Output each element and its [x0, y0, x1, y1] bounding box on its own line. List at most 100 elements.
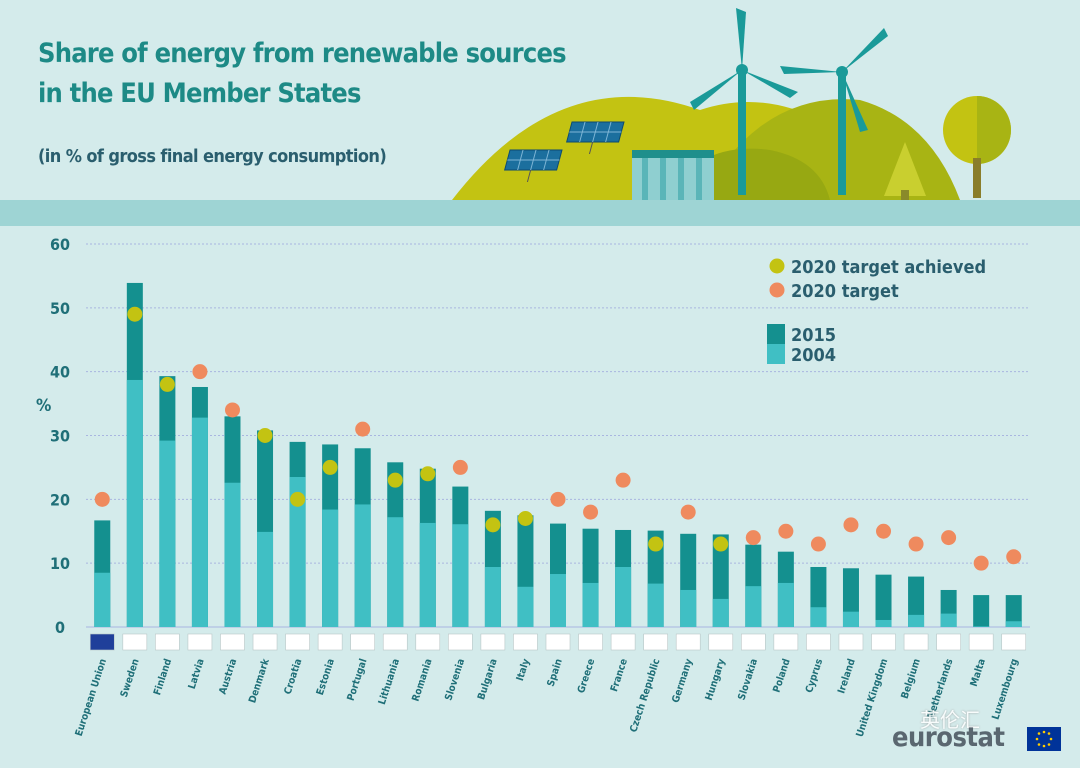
legend-swatch [769, 258, 785, 274]
target-dot [973, 555, 989, 571]
landscape-illustration [0, 8, 1080, 226]
x-tick-label: Bulgaria [476, 658, 500, 702]
flag-icon [773, 633, 799, 651]
target-dot [224, 402, 240, 418]
legend-label: 2020 target achieved [791, 257, 986, 278]
bar-2015 [1005, 595, 1022, 627]
target-dot [843, 517, 859, 533]
bar-2004 [354, 504, 371, 627]
page-subtitle: (in % of gross final energy consumption) [38, 146, 387, 167]
target-markers [94, 306, 1022, 571]
legend-swatch [767, 344, 785, 364]
target-achieved-dot [322, 459, 338, 475]
bar-2004 [712, 598, 729, 627]
flag-icon [936, 633, 961, 651]
bar-2004 [126, 379, 143, 627]
x-tick-label: France [609, 658, 630, 694]
x-tick-label: Luxembourg [991, 658, 1021, 722]
target-achieved-dot [127, 306, 143, 322]
flag-icon [741, 633, 766, 651]
flag-icon [317, 633, 343, 651]
legend-label: 2004 [791, 345, 836, 366]
x-tick-label: Slovakia [736, 658, 760, 702]
flag-icon [675, 633, 701, 651]
bar-2004 [973, 626, 990, 627]
x-tick-label: Poland [772, 658, 793, 694]
flag-icon [968, 633, 994, 651]
flag-icon [708, 633, 734, 651]
flag-icon [838, 633, 864, 651]
bar-2004 [452, 524, 469, 627]
bars [94, 282, 1022, 627]
page-title-line-2: in the EU Member States [38, 78, 361, 109]
target-dot [583, 504, 599, 520]
bar-2004 [94, 572, 111, 627]
flag-icon [187, 633, 213, 651]
target-dot [876, 523, 892, 539]
legend-label: 2020 target [791, 281, 899, 302]
target-dot [550, 491, 566, 507]
flag-icon [350, 633, 375, 651]
flag-icon [871, 633, 896, 651]
x-tick-label: Belgium [900, 658, 923, 701]
x-axis-labels: European Union Sweden Finland Latvia Austria… [74, 657, 1021, 739]
flag-icon [122, 633, 148, 651]
flag-icon [610, 633, 636, 651]
horizon-band [0, 200, 1080, 226]
y-tick-label: 10 [50, 554, 70, 573]
x-tick-label: Italy [515, 657, 533, 682]
bar-2004 [680, 589, 697, 627]
bar-2015 [973, 595, 990, 627]
target-achieved-dot [485, 517, 501, 533]
y-tick-label: 30 [50, 427, 70, 446]
x-tick-label: Czech Republic [628, 658, 662, 734]
y-tick-label: 50 [50, 299, 70, 318]
y-axis: 0 10 20 30 40 50 60 [50, 235, 70, 637]
bar-2004 [387, 517, 404, 627]
x-tick-label: Lithuania [377, 658, 402, 707]
flag-icon [643, 633, 668, 651]
bar-2004 [322, 509, 339, 627]
target-dot [452, 459, 468, 475]
target-dot [192, 364, 208, 380]
solar-panel-icon [504, 149, 563, 182]
country-flags [89, 633, 1027, 651]
flag-icon [155, 633, 180, 651]
bar-2004 [419, 522, 436, 627]
flag-icon [382, 633, 408, 651]
dam-icon [632, 150, 714, 200]
x-tick-label: Greece [576, 658, 597, 695]
x-tick-label: European Union [74, 658, 109, 738]
flag-icon [220, 633, 245, 651]
bar-2015 [908, 576, 925, 627]
y-tick-label: 20 [50, 490, 70, 509]
bar-2004 [517, 586, 534, 627]
bar-2015 [875, 574, 892, 627]
flag-icon [252, 633, 278, 651]
target-dot [615, 472, 631, 488]
x-tick-label: Germany [670, 657, 695, 704]
target-dot [908, 536, 924, 552]
target-achieved-dot [517, 510, 533, 526]
x-tick-label: Spain [546, 658, 565, 688]
y-tick-label: 0 [55, 618, 65, 637]
flag-icon [285, 633, 310, 651]
x-tick-label: Sweden [119, 658, 142, 699]
legend-swatch [769, 282, 785, 298]
x-tick-label: United Kingdom [855, 658, 891, 739]
flag-icon [89, 633, 115, 651]
flag-icon [578, 633, 603, 651]
bar-2004 [842, 611, 859, 627]
solar-panel-icon [566, 121, 625, 154]
x-tick-label: Croatia [283, 658, 305, 696]
flag-icon [903, 633, 929, 651]
x-tick-label: Latvia [187, 658, 207, 691]
bar-2004 [810, 607, 827, 627]
x-tick-label: Ireland [836, 658, 858, 696]
bar-2004 [940, 613, 957, 627]
bar-2004 [191, 417, 208, 627]
legend-label: 2015 [791, 325, 836, 346]
legend-swatch [767, 324, 785, 344]
y-tick-label: 60 [50, 235, 70, 254]
